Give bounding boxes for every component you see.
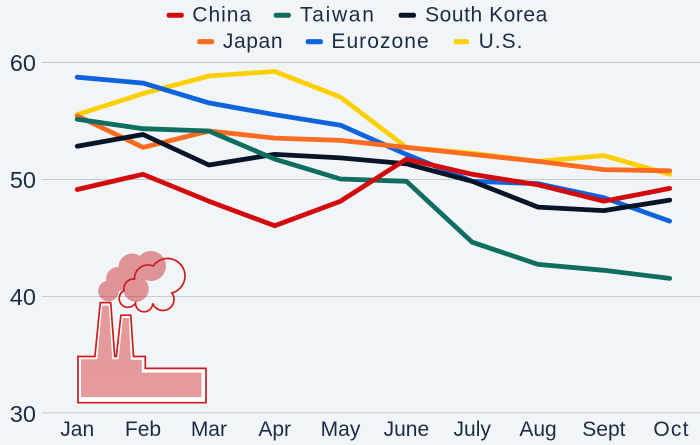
- svg-text:Mar: Mar: [191, 418, 227, 441]
- svg-text:June: June: [384, 418, 430, 441]
- svg-text:Japan: Japan: [223, 30, 283, 53]
- svg-text:Apr: Apr: [258, 418, 291, 441]
- svg-text:Aug: Aug: [519, 418, 556, 441]
- svg-text:Oct: Oct: [653, 418, 689, 441]
- svg-text:50: 50: [10, 167, 36, 193]
- svg-text:60: 60: [10, 50, 36, 76]
- svg-text:Eurozone: Eurozone: [331, 30, 429, 53]
- svg-text:30: 30: [10, 401, 36, 427]
- svg-text:Jan: Jan: [60, 418, 94, 441]
- svg-text:May: May: [321, 418, 361, 441]
- svg-text:July: July: [454, 418, 492, 441]
- svg-text:Taiwan: Taiwan: [300, 4, 376, 27]
- svg-text:40: 40: [10, 284, 36, 310]
- svg-text:China: China: [192, 4, 252, 27]
- svg-text:South Korea: South Korea: [425, 4, 548, 27]
- svg-text:U.S.: U.S.: [479, 30, 524, 53]
- svg-text:Feb: Feb: [125, 418, 161, 441]
- svg-text:Sept: Sept: [582, 418, 625, 441]
